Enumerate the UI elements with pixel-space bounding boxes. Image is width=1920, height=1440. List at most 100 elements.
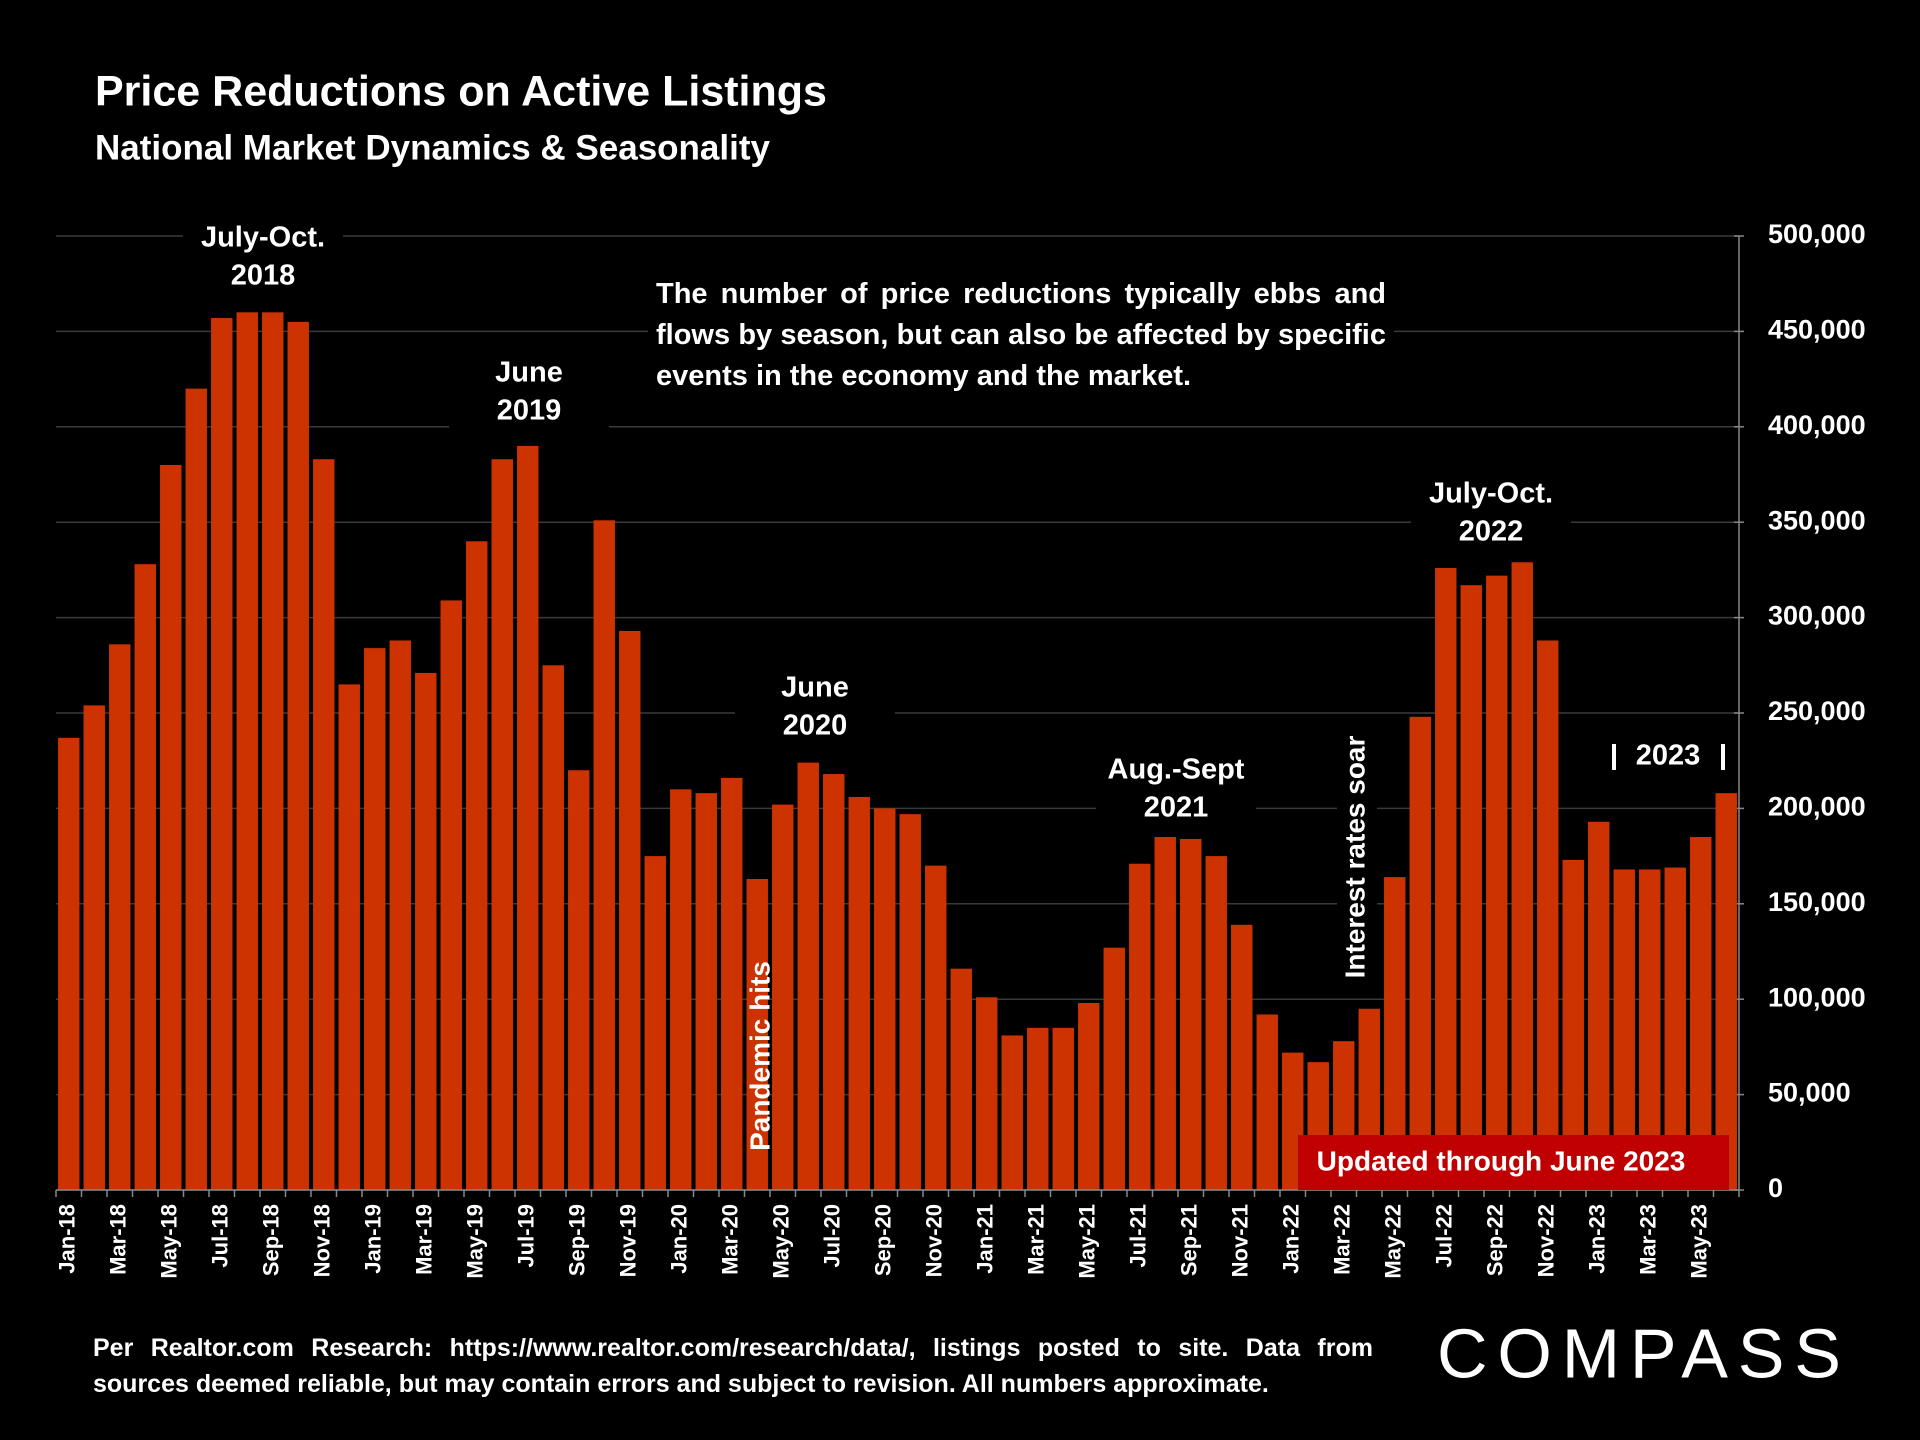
- bar: [1486, 575, 1508, 1190]
- bar: [874, 808, 896, 1190]
- x-tick-label: Jul-22: [1432, 1204, 1457, 1268]
- x-tick-label: May-21: [1075, 1204, 1100, 1279]
- bar: [542, 665, 564, 1190]
- bar: [1690, 837, 1712, 1190]
- annotation: July-Oct.: [1429, 478, 1553, 510]
- bar: [925, 865, 947, 1190]
- x-tick-label: Nov-21: [1228, 1204, 1253, 1277]
- bar: [1435, 567, 1457, 1190]
- bar: [491, 459, 513, 1191]
- bar: [83, 705, 105, 1190]
- bar: [772, 804, 794, 1190]
- x-tick-label: May-18: [157, 1204, 182, 1279]
- bar: [1129, 863, 1151, 1190]
- x-tick-label: Sep-22: [1483, 1204, 1508, 1276]
- x-tick-label: Nov-18: [310, 1204, 335, 1277]
- y-tick-label: 100,000: [1768, 982, 1866, 1012]
- bar: [1231, 924, 1253, 1190]
- x-tick-label: Nov-19: [616, 1204, 641, 1277]
- bar: [389, 640, 411, 1190]
- y-tick-label: 300,000: [1768, 601, 1866, 631]
- annotation-bg: [183, 217, 343, 299]
- bar: [517, 445, 539, 1190]
- update-box: [1298, 1135, 1729, 1190]
- annotation-bg: [1411, 473, 1571, 555]
- x-tick-label: Sep-20: [871, 1204, 896, 1276]
- y-tick-label: 150,000: [1768, 887, 1866, 917]
- annotation: 2020: [783, 710, 848, 742]
- annotation: July-Oct.: [201, 222, 325, 254]
- x-tick-label: Jul-21: [1126, 1204, 1151, 1268]
- bar: [721, 777, 743, 1190]
- x-tick-label: Nov-20: [922, 1204, 947, 1277]
- annotation: 2022: [1459, 516, 1524, 548]
- bar: [1588, 821, 1610, 1190]
- x-tick-label: Mar-20: [718, 1204, 743, 1275]
- x-tick-label: May-23: [1687, 1204, 1712, 1279]
- y-tick-label: 400,000: [1768, 410, 1866, 440]
- bar: [287, 321, 309, 1190]
- bar: [670, 789, 692, 1190]
- bar: [1613, 869, 1635, 1190]
- x-tick-label: Jan-19: [361, 1204, 386, 1274]
- update-note: Updated through June 2023: [1317, 1145, 1686, 1176]
- x-tick-label: Jan-18: [55, 1204, 80, 1274]
- bar: [364, 648, 386, 1190]
- bar: [695, 793, 717, 1190]
- annotation: 2019: [497, 395, 562, 427]
- bar: [823, 774, 845, 1190]
- annotation-bg: [1600, 738, 1738, 776]
- bar: [262, 312, 284, 1190]
- annotation: June: [495, 357, 563, 389]
- year-label: 2023: [1636, 740, 1701, 772]
- bar: [134, 564, 156, 1190]
- y-tick-label: 0: [1768, 1173, 1783, 1203]
- bar: [644, 856, 666, 1190]
- x-tick-label: Mar-21: [1024, 1204, 1049, 1275]
- x-tick-label: Mar-19: [412, 1204, 437, 1275]
- bar: [466, 541, 488, 1190]
- bar: [899, 814, 921, 1190]
- bar: [1537, 640, 1559, 1190]
- bar: [1078, 1003, 1100, 1190]
- annotation-bg: [735, 667, 895, 749]
- x-tick-label: Mar-23: [1636, 1204, 1661, 1275]
- bar: [109, 644, 131, 1190]
- bar: [1511, 562, 1533, 1190]
- bar: [58, 737, 80, 1190]
- y-tick-label: 250,000: [1768, 696, 1866, 726]
- bar: [313, 459, 335, 1191]
- bar: [1639, 869, 1661, 1190]
- x-tick-label: Nov-22: [1534, 1204, 1559, 1277]
- x-tick-label: Sep-18: [259, 1204, 284, 1276]
- event-label: Pandemic hits: [744, 961, 775, 1151]
- annotation-bg: [449, 352, 609, 434]
- annotation: June: [781, 672, 849, 704]
- bar: [1715, 793, 1737, 1190]
- bar: [1154, 837, 1176, 1190]
- y-tick-label: 50,000: [1768, 1078, 1851, 1108]
- y-tick-label: 450,000: [1768, 315, 1866, 345]
- x-tick-label: May-19: [463, 1204, 488, 1279]
- bar: [1256, 1014, 1278, 1190]
- x-tick-label: Jan-21: [973, 1204, 998, 1274]
- x-tick-label: Jul-18: [208, 1204, 233, 1268]
- bar: [211, 318, 233, 1190]
- x-tick-label: Sep-21: [1177, 1204, 1202, 1276]
- bar: [1562, 859, 1584, 1190]
- bar: [797, 762, 819, 1190]
- bar: [950, 968, 972, 1190]
- x-tick-label: Jan-23: [1585, 1204, 1610, 1274]
- bar: [338, 684, 360, 1190]
- bar: [1460, 585, 1482, 1190]
- x-tick-label: Jul-20: [820, 1204, 845, 1268]
- annotation: Aug.-Sept: [1108, 754, 1245, 786]
- bar: [1205, 856, 1227, 1190]
- x-tick-label: Sep-19: [565, 1204, 590, 1276]
- bar: [1384, 877, 1406, 1190]
- bar: [1409, 716, 1431, 1190]
- bar: [1103, 947, 1125, 1190]
- y-tick-label: 350,000: [1768, 505, 1866, 535]
